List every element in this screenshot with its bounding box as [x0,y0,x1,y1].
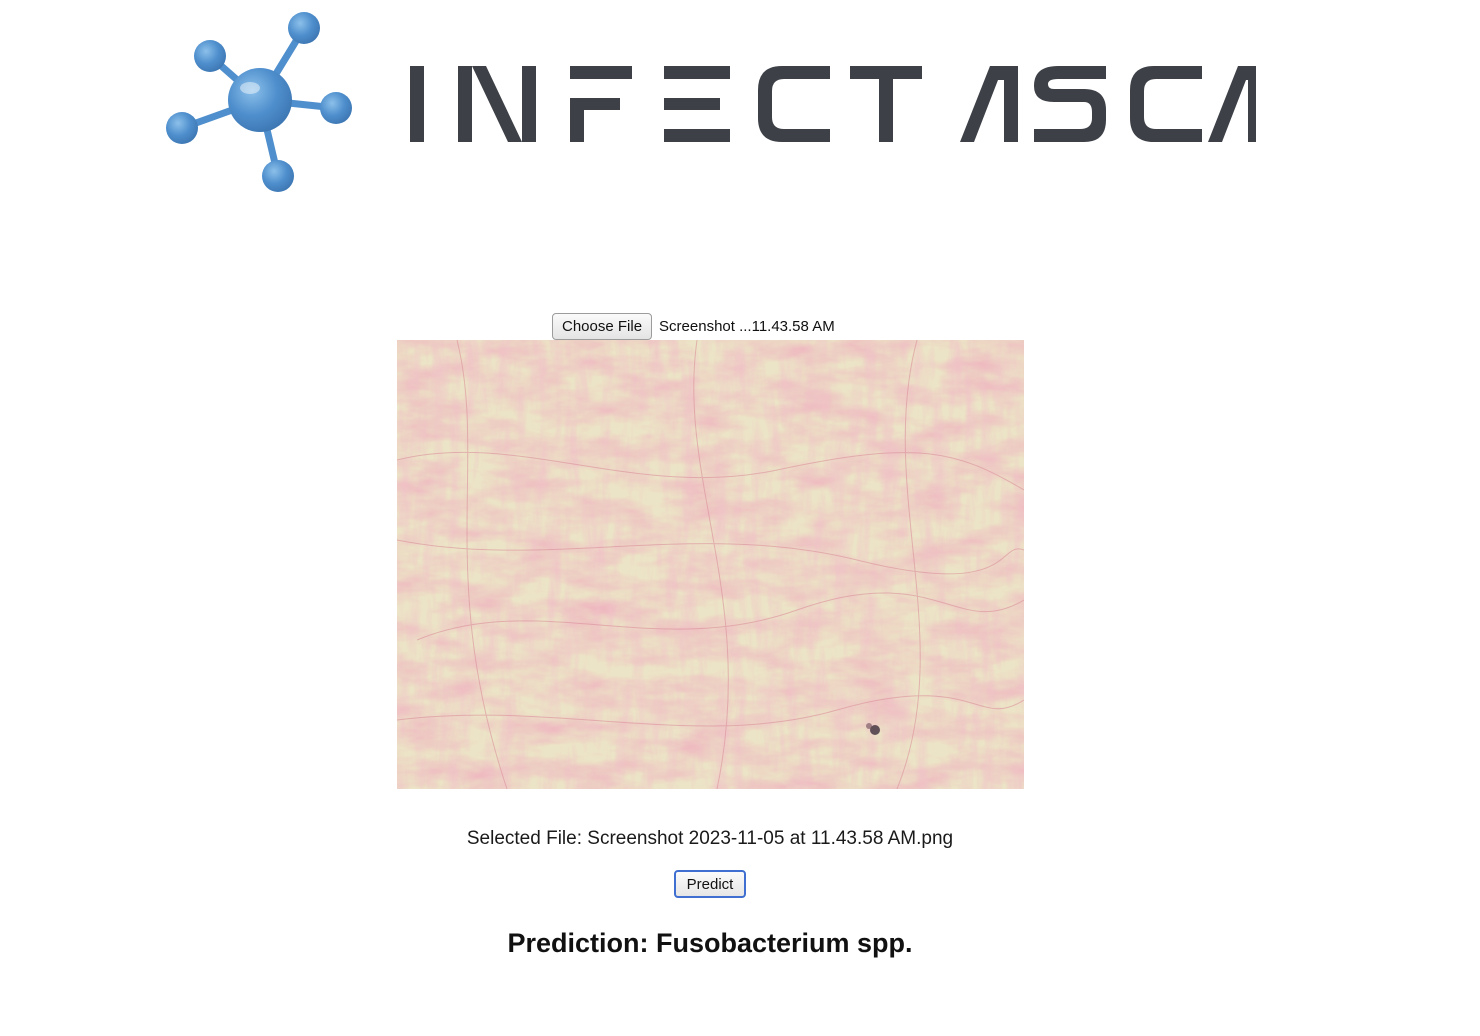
uploaded-image-preview [397,340,1024,789]
file-input[interactable]: Choose File Screenshot ...11.43.58 AM [552,312,835,340]
prediction-result: Prediction: Fusobacterium spp. [507,928,913,958]
selected-file-text: Selected File: Screenshot 2023-11-05 at … [466,828,954,849]
predict-button[interactable]: Predict [674,870,746,898]
molecule-logo-icon [160,8,360,200]
brand-wordmark: INFECTASCAN [400,56,1260,152]
microscopy-image [397,340,1024,789]
choose-file-button[interactable]: Choose File [552,312,653,340]
chosen-file-name: Screenshot ...11.43.58 AM [659,317,835,335]
